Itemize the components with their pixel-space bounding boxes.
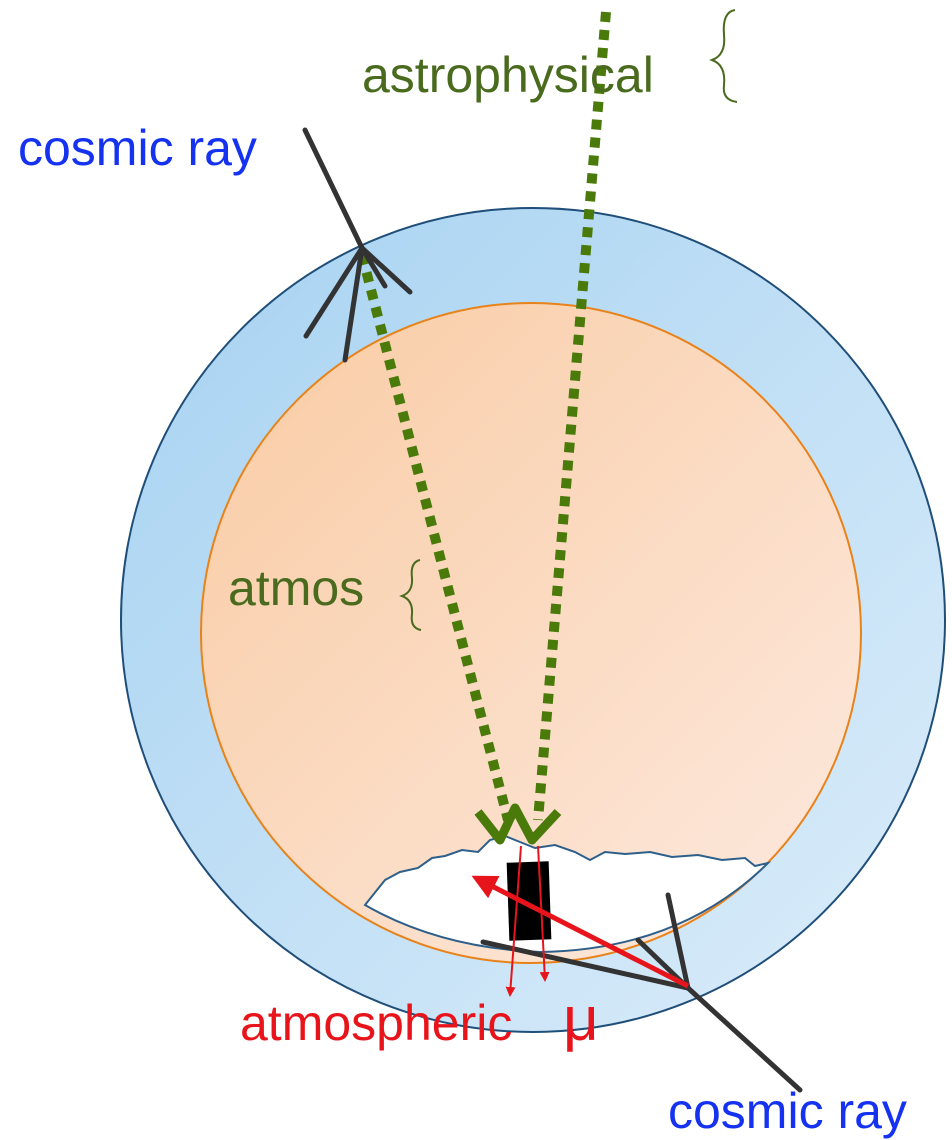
muon-arrow bbox=[471, 875, 690, 989]
brace bbox=[709, 9, 738, 103]
label: cosmic ray bbox=[18, 120, 257, 176]
inner-sphere bbox=[200, 302, 862, 964]
muon-arrow bbox=[537, 845, 550, 982]
muon-arrow bbox=[505, 845, 522, 997]
label: μ bbox=[563, 985, 599, 1054]
label: atmospheric bbox=[240, 995, 512, 1051]
label: atmos bbox=[228, 560, 364, 616]
label: cosmic ray bbox=[668, 1083, 907, 1139]
interaction bbox=[474, 803, 562, 845]
brace bbox=[399, 559, 422, 631]
ice bbox=[363, 834, 772, 954]
astro-neutrino bbox=[533, 11, 611, 821]
cosmic-ray-top-shower bbox=[302, 127, 413, 363]
atmos-neutrino bbox=[357, 253, 513, 822]
label: astrophysical bbox=[362, 47, 654, 103]
detector bbox=[506, 861, 552, 941]
